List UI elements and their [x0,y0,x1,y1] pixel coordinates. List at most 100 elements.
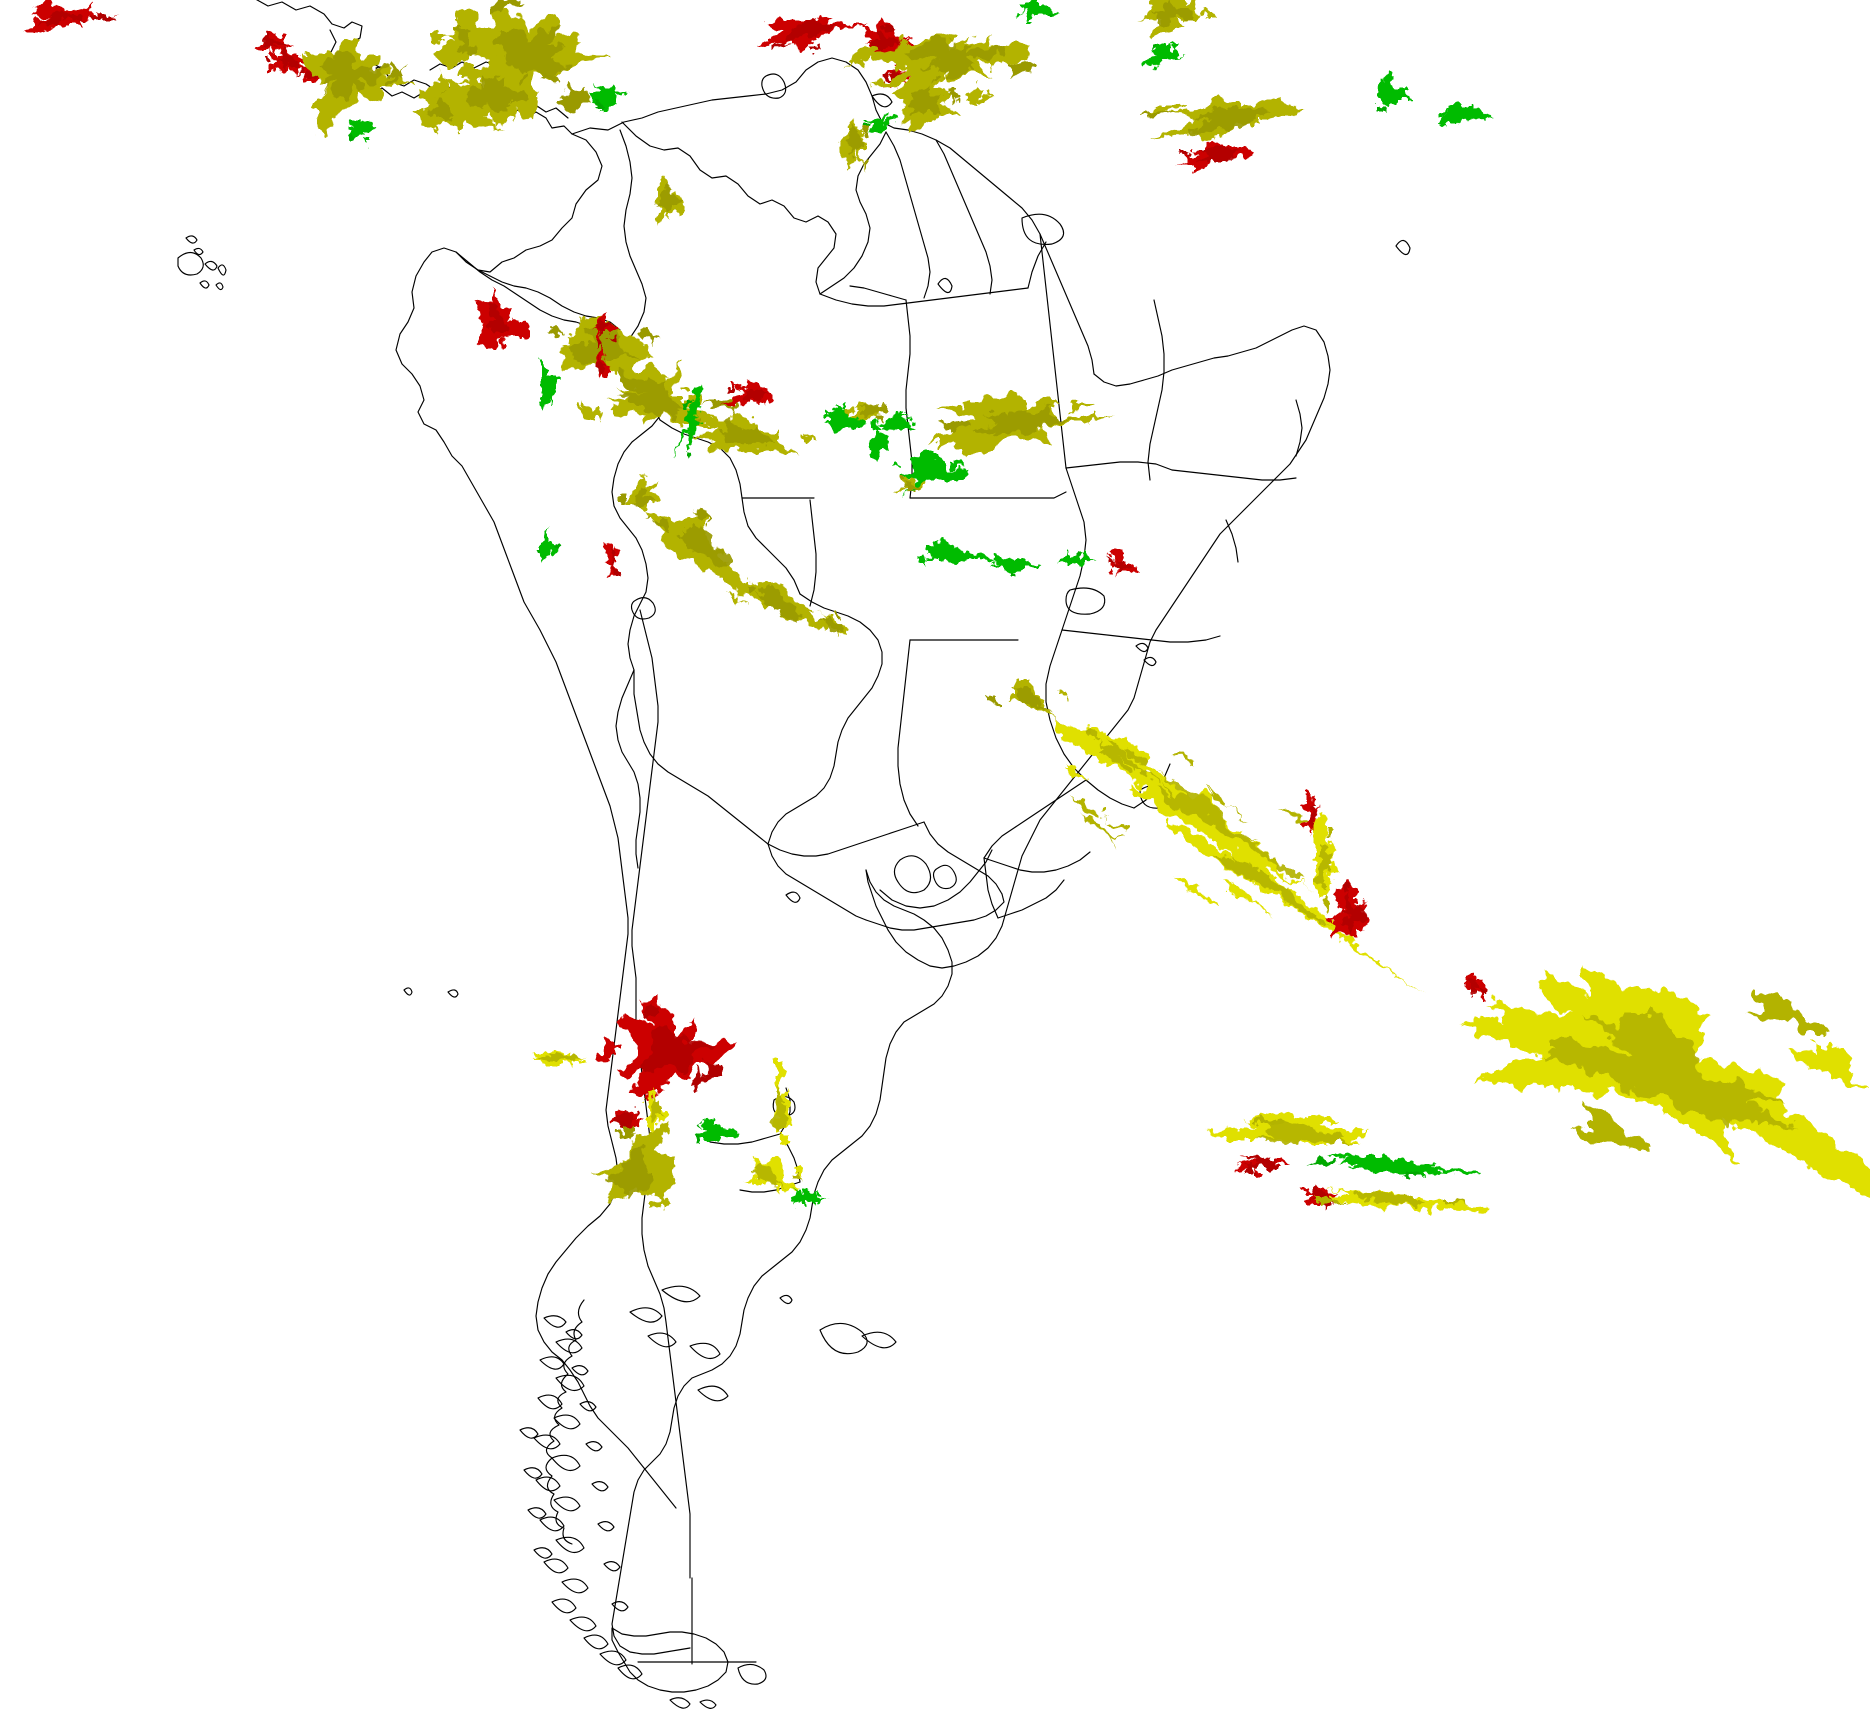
patch-fragment [992,560,1000,568]
patch-inner-core [968,408,1076,436]
overlay-patch-olive [1140,96,1308,140]
galapagos-islands [177,235,227,291]
patch-fragment [1172,876,1220,908]
coastline-northern-sa [571,57,1095,375]
patch-inner-core [572,324,640,368]
patch-fragment [1204,788,1248,820]
border-peru-bolivia [611,403,667,671]
patch-fragment [900,476,908,480]
patch-inner-core [648,1096,664,1120]
overlay-patch-red [1236,1156,1292,1176]
patch-fragment [1012,60,1036,80]
patch-fragment [1108,568,1112,572]
patch-fragment [884,24,896,32]
patch-fragment [900,412,904,420]
patch-fragment [856,416,868,424]
patch-fragment [956,428,980,440]
patch-fragment [836,404,844,412]
patch-fragment [792,1172,804,1180]
overlay-patch-yellow [1208,1112,1372,1144]
overlay-patch-olive [544,316,660,376]
patch-fragment [1220,880,1276,920]
patch-fragment [500,336,508,348]
overlay-patch-olive [932,392,1116,460]
state-border-para-maranhao [1039,233,1067,469]
patch-fragment [456,8,468,20]
patch-fragment [684,396,692,408]
patch-inner-core [540,1052,584,1060]
patch-inner-core [1196,148,1240,164]
overlay-patch-green [348,120,376,144]
patch-fragment [616,552,624,560]
patch-fragment [1152,44,1160,52]
patch-fragment [1252,1116,1288,1124]
overlay-patch-red [1176,140,1252,172]
state-border-minas-gerais [1045,629,1135,809]
patch-inner-core [908,84,940,116]
patch-fragment [1068,796,1124,832]
overlay-patch-red [24,0,120,32]
patch-fragment [832,612,840,620]
patch-inner-core [1004,688,1052,712]
patch-fragment [1436,1200,1468,1204]
patch-fragment [1252,1168,1264,1176]
island-atl-2 [1395,239,1411,256]
patch-fragment [1788,1044,1864,1088]
lagoa-mirim [932,864,957,890]
overlay-patch-green [992,556,1040,576]
patch-fragment [348,132,356,140]
island-pac-2 [447,989,459,998]
overlay-patch-olive [728,580,820,624]
patch-fragment [1400,1172,1428,1176]
coastline-south-america [395,133,677,1509]
patch-fragment [540,356,544,368]
coastline-rio-de-la-plata [879,849,993,909]
patch-fragment [940,420,972,432]
patch-fragment [608,332,616,340]
overlay-patch-red [1464,972,1488,1000]
patch-core [864,112,900,132]
overlay-patch-red [604,532,624,576]
patch-inner-core [1152,772,1300,880]
island-atl-1 [937,277,953,294]
patch-fragment [364,136,368,144]
distrito-federal [1065,587,1106,615]
border-bolivia-brazil [767,593,883,845]
patch-fragment [932,544,944,548]
overlay-patch-yellow [1456,964,1870,1196]
patch-inner-core [276,48,300,72]
patch-fragment [596,1036,620,1064]
overlay-patch-olive [904,64,960,132]
patch-core [868,420,888,460]
border-bolivia-paraguay [633,669,769,845]
patch-inner-core [1116,556,1132,572]
overlay-patch-olive [592,1120,676,1208]
patch-fragment [952,460,964,468]
patch-inner-core [1188,108,1272,136]
island-arg-s [785,891,801,903]
overlay-patch-yellow [1316,812,1340,912]
patch-fragment [1440,120,1452,128]
patch-core [824,408,868,432]
patch-fragment [580,1060,596,1064]
patch-fragment [868,128,876,132]
patch-fragment [964,88,992,104]
overlay-patch-yellow [1312,1188,1488,1212]
patch-core [540,524,556,564]
patch-fragment [892,464,904,468]
patch-fragment [704,1060,724,1080]
overlay-patch-olive [436,48,560,128]
patch-fragment [464,24,488,48]
overlay-patch-green [536,524,560,564]
patch-fragment [1056,692,1068,700]
patch-inner-core [860,404,888,416]
state-border-roraima [849,285,907,301]
patch-inner-core [592,320,612,336]
chilean-fjords [519,1285,729,1680]
coastline-brazil-east [865,325,1331,969]
overlay-patch-yellow [532,1048,596,1068]
patch-inner-core [632,488,656,508]
overlay-patch-red [720,380,776,408]
overlay-patch-green [880,412,916,432]
